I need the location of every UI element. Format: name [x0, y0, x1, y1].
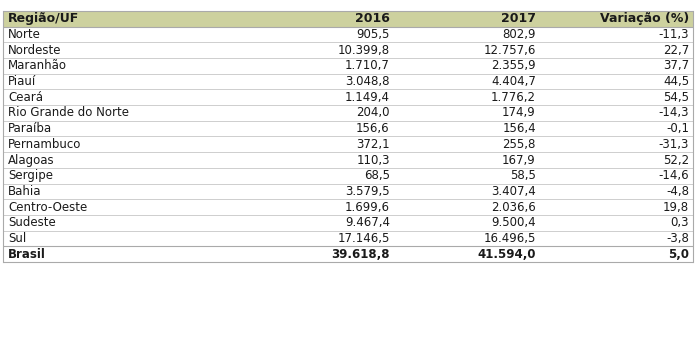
- Text: Sudeste: Sudeste: [8, 216, 56, 229]
- Text: 17.146,5: 17.146,5: [338, 232, 390, 245]
- Text: Bahia: Bahia: [8, 185, 42, 198]
- Text: 12.757,6: 12.757,6: [484, 44, 536, 57]
- Text: 1.710,7: 1.710,7: [345, 59, 390, 72]
- Bar: [3, 42, 693, 58]
- Text: -14,6: -14,6: [658, 169, 689, 182]
- Text: Alagoas: Alagoas: [8, 153, 55, 166]
- Text: -14,3: -14,3: [658, 106, 689, 119]
- Text: Rio Grande do Norte: Rio Grande do Norte: [8, 106, 129, 119]
- Text: 3.579,5: 3.579,5: [345, 185, 390, 198]
- Bar: [3, 231, 693, 246]
- Text: 16.496,5: 16.496,5: [484, 232, 536, 245]
- Text: 58,5: 58,5: [510, 169, 536, 182]
- Text: -0,1: -0,1: [666, 122, 689, 135]
- Text: 156,4: 156,4: [503, 122, 536, 135]
- Text: 9.500,4: 9.500,4: [491, 216, 536, 229]
- Text: Pernambuco: Pernambuco: [8, 138, 81, 151]
- Text: 22,7: 22,7: [663, 44, 689, 57]
- Text: 204,0: 204,0: [356, 106, 390, 119]
- Text: Região/UF: Região/UF: [8, 12, 79, 25]
- Text: 2017: 2017: [501, 12, 536, 25]
- Text: -31,3: -31,3: [658, 138, 689, 151]
- Text: Variação (%): Variação (%): [600, 12, 689, 25]
- Text: 3.407,4: 3.407,4: [491, 185, 536, 198]
- Text: 39.618,8: 39.618,8: [331, 248, 390, 261]
- Bar: [3, 121, 693, 136]
- Text: -11,3: -11,3: [658, 28, 689, 41]
- Text: 1.699,6: 1.699,6: [345, 201, 390, 214]
- Bar: [3, 215, 693, 231]
- Text: 372,1: 372,1: [356, 138, 390, 151]
- Text: 2.036,6: 2.036,6: [491, 201, 536, 214]
- Text: 156,6: 156,6: [356, 122, 390, 135]
- Text: 1.776,2: 1.776,2: [491, 91, 536, 104]
- Text: 19,8: 19,8: [663, 201, 689, 214]
- Text: 110,3: 110,3: [356, 153, 390, 166]
- Bar: [3, 105, 693, 121]
- Text: 10.399,8: 10.399,8: [338, 44, 390, 57]
- Bar: [3, 58, 693, 74]
- Text: Sul: Sul: [8, 232, 26, 245]
- Text: 37,7: 37,7: [663, 59, 689, 72]
- Text: Brasil: Brasil: [8, 248, 46, 261]
- Text: Centro-Oeste: Centro-Oeste: [8, 201, 88, 214]
- Bar: [3, 199, 693, 215]
- Text: 2016: 2016: [355, 12, 390, 25]
- Text: Nordeste: Nordeste: [8, 44, 62, 57]
- Text: 68,5: 68,5: [364, 169, 390, 182]
- Text: 167,9: 167,9: [503, 153, 536, 166]
- Text: -3,8: -3,8: [666, 232, 689, 245]
- Bar: [3, 136, 693, 152]
- Bar: [3, 74, 693, 89]
- Text: Maranhão: Maranhão: [8, 59, 68, 72]
- Text: Norte: Norte: [8, 28, 41, 41]
- Text: 54,5: 54,5: [663, 91, 689, 104]
- Bar: [3, 90, 693, 105]
- Text: 52,2: 52,2: [663, 153, 689, 166]
- Bar: [3, 152, 693, 168]
- Text: 5,0: 5,0: [668, 248, 689, 261]
- Text: 3.048,8: 3.048,8: [345, 75, 390, 88]
- Text: Paraíba: Paraíba: [8, 122, 52, 135]
- Text: 802,9: 802,9: [503, 28, 536, 41]
- Text: 4.404,7: 4.404,7: [491, 75, 536, 88]
- Bar: [3, 11, 693, 27]
- Bar: [3, 27, 693, 42]
- Text: Piauí: Piauí: [8, 75, 37, 88]
- Text: 44,5: 44,5: [663, 75, 689, 88]
- Bar: [3, 168, 693, 183]
- Bar: [3, 246, 693, 262]
- Text: Ceará: Ceará: [8, 91, 43, 104]
- Text: 41.594,0: 41.594,0: [477, 248, 536, 261]
- Text: 255,8: 255,8: [503, 138, 536, 151]
- Text: -4,8: -4,8: [666, 185, 689, 198]
- Text: 0,3: 0,3: [670, 216, 689, 229]
- Bar: [3, 183, 693, 199]
- Text: Sergipe: Sergipe: [8, 169, 54, 182]
- Text: 1.149,4: 1.149,4: [345, 91, 390, 104]
- Text: 905,5: 905,5: [356, 28, 390, 41]
- Text: 2.355,9: 2.355,9: [491, 59, 536, 72]
- Text: 174,9: 174,9: [503, 106, 536, 119]
- Text: 9.467,4: 9.467,4: [345, 216, 390, 229]
